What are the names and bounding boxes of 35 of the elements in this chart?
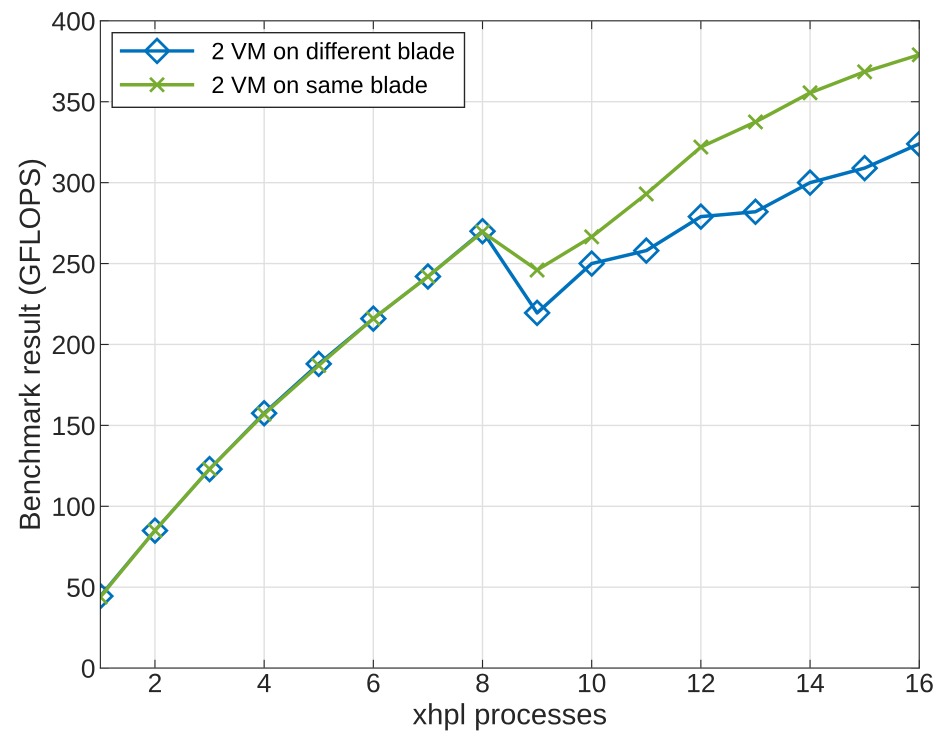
y-axis-title: Benchmark result (GFLOPS) bbox=[18, 160, 46, 528]
point bbox=[578, 250, 605, 277]
x-tick-label: 10 bbox=[579, 674, 606, 692]
y-tick-label: 100 bbox=[53, 497, 94, 516]
legend-label: 2 VM on same blade bbox=[212, 76, 427, 94]
y-tick-label: 200 bbox=[52, 336, 94, 354]
point bbox=[856, 63, 873, 80]
point bbox=[688, 203, 714, 230]
point bbox=[583, 228, 600, 246]
point bbox=[524, 300, 550, 326]
y-tick-label: 350 bbox=[52, 92, 94, 112]
y-tick-label: 400 bbox=[52, 12, 94, 31]
point bbox=[802, 84, 818, 102]
y-tick-label: 150 bbox=[53, 416, 94, 436]
x-tick-label: 16 bbox=[906, 674, 933, 692]
x-tick-label: 14 bbox=[797, 674, 824, 692]
point bbox=[638, 186, 655, 202]
point bbox=[692, 138, 710, 156]
y-tick-label: 250 bbox=[52, 254, 94, 274]
y-tick-label: 300 bbox=[52, 174, 94, 192]
point bbox=[851, 154, 878, 182]
x-axis-title: xhpl processes bbox=[412, 703, 606, 730]
point bbox=[633, 237, 660, 264]
x-tick-label: 12 bbox=[688, 674, 714, 692]
y-tick-label: 0 bbox=[82, 659, 94, 678]
y-tick-label: 50 bbox=[67, 578, 94, 598]
point bbox=[796, 169, 824, 196]
legend-label: 2 VM on different blade bbox=[212, 42, 454, 60]
point bbox=[528, 262, 546, 278]
x-tick-label: 2 bbox=[148, 674, 161, 692]
x-tick-label: 4 bbox=[257, 674, 271, 692]
x-tick-label: 6 bbox=[367, 674, 380, 692]
point bbox=[742, 198, 769, 225]
point bbox=[747, 114, 764, 130]
x-tick-label: 8 bbox=[476, 674, 489, 692]
